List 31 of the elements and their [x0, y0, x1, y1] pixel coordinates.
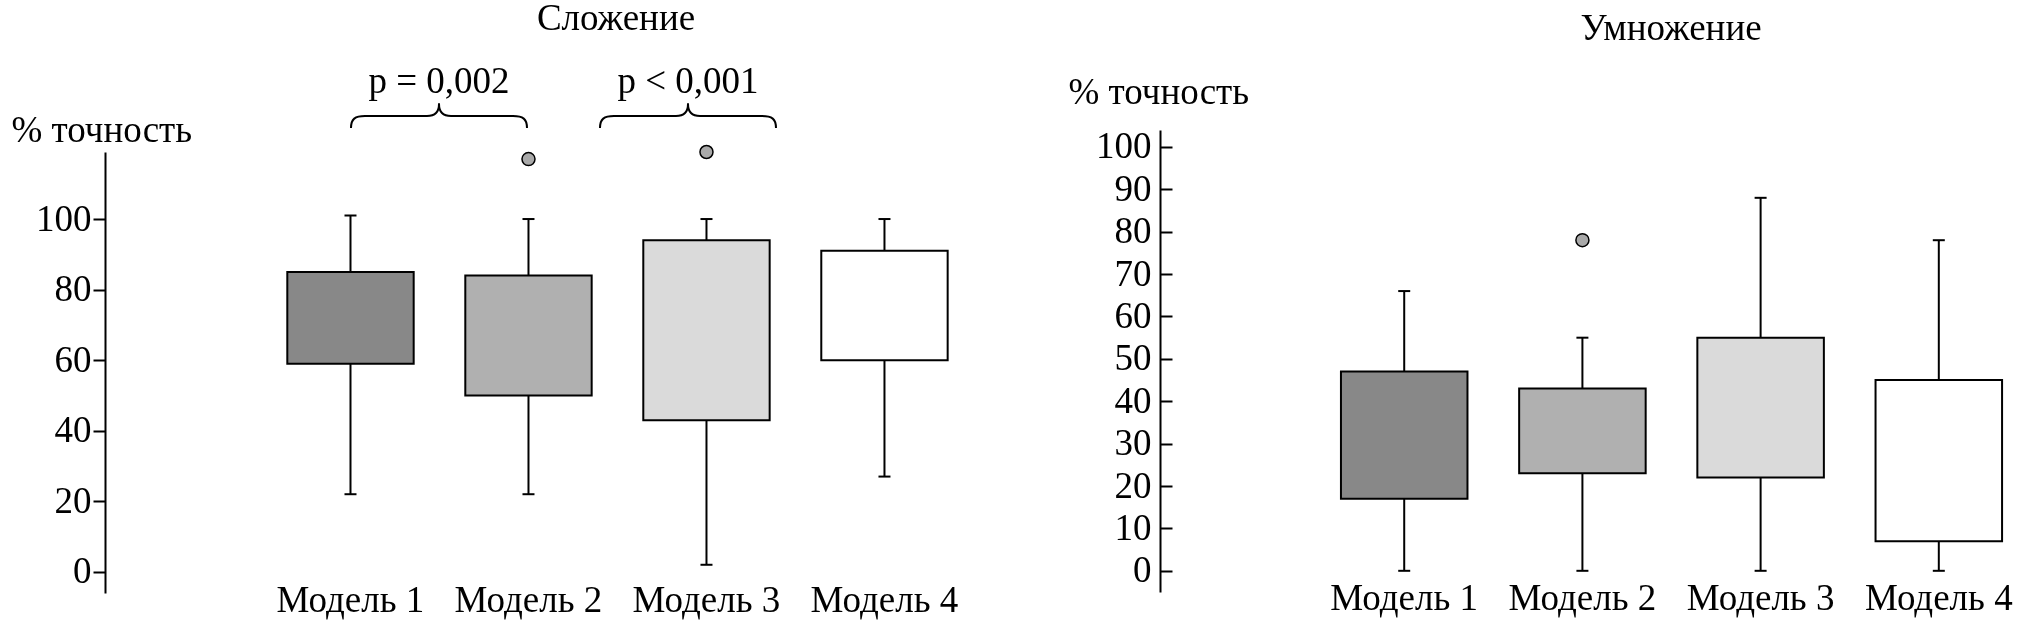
y-tick-label: 40: [1114, 379, 1152, 421]
y-tick-label: 0: [1133, 549, 1152, 591]
chart-title: Умножение: [1580, 7, 1762, 48]
y-tick-label: 20: [1114, 464, 1152, 506]
y-tick-label: 20: [54, 479, 92, 521]
x-tick-label: Модель 2: [454, 578, 603, 620]
y-tick-label: 70: [1114, 252, 1152, 294]
y-tick-label: 10: [1114, 506, 1152, 548]
y-tick-label: 100: [36, 197, 92, 239]
y-tick-label: 30: [1114, 422, 1152, 464]
x-tick-label: Модель 1: [1330, 576, 1479, 618]
y-tick-label: 100: [1096, 125, 1152, 167]
y-tick-label: 60: [54, 338, 92, 380]
x-tick-label: Модель 1: [276, 578, 425, 620]
x-tick-label: Модель 4: [810, 578, 959, 620]
y-tick-label: 60: [1114, 295, 1152, 336]
x-tick-label: Модель 2: [1508, 576, 1657, 618]
y-tick-label: 40: [54, 409, 92, 451]
y-tick-label: 80: [1114, 210, 1152, 252]
x-tick-label: Модель 4: [1864, 576, 2013, 618]
y-tick-label: 0: [73, 550, 92, 592]
y-tick-label: 80: [54, 268, 92, 310]
y-tick-label: 50: [1114, 337, 1152, 379]
x-tick-label: Модель 3: [632, 578, 781, 620]
chart-title: Сложение: [536, 0, 696, 38]
y-axis-title: % точность: [1068, 70, 1250, 112]
x-tick-label: Модель 3: [1686, 576, 1835, 618]
y-tick-label: 90: [1114, 167, 1152, 209]
text: p = 0,002: [368, 60, 510, 101]
text: p < 0,001: [617, 60, 759, 101]
y-axis-title: % точность: [11, 108, 193, 150]
